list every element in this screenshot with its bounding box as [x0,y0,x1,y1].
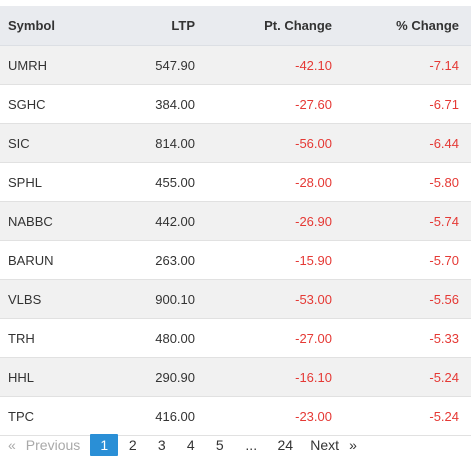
symbol-cell[interactable]: HHL [0,357,98,397]
ltp-cell: 263.00 [98,240,195,280]
ltp-cell: 384.00 [98,84,195,124]
ltp-cell: 480.00 [98,318,195,358]
pct-change-cell: -5.24 [332,396,471,436]
losers-table: Symbol LTP Pt. Change % Change UMRH 547.… [0,6,471,436]
table-row: TPC 416.00 -23.00 -5.24 [0,396,471,436]
column-header-pct-change[interactable]: % Change [332,6,471,46]
ltp-cell: 442.00 [98,201,195,241]
table-row: SGHC 384.00 -27.60 -6.71 [0,84,471,124]
page-button-3[interactable]: 3 [157,437,166,453]
table-row: SIC 814.00 -56.00 -6.44 [0,123,471,163]
pct-change-cell: -6.71 [332,84,471,124]
pt-change-cell: -27.60 [195,84,332,124]
symbol-cell[interactable]: SPHL [0,162,98,202]
pt-change-cell: -27.00 [195,318,332,358]
table-row: UMRH 547.90 -42.10 -7.14 [0,45,471,85]
pt-change-cell: -16.10 [195,357,332,397]
table-row: SPHL 455.00 -28.00 -5.80 [0,162,471,202]
pt-change-cell: -23.00 [195,396,332,436]
pt-change-cell: -56.00 [195,123,332,163]
table-row: NABBC 442.00 -26.90 -5.74 [0,201,471,241]
previous-arrow-icon: « [8,437,16,453]
ltp-cell: 290.90 [98,357,195,397]
table-row: HHL 290.90 -16.10 -5.24 [0,357,471,397]
pct-change-cell: -5.33 [332,318,471,358]
pagination-ellipsis: ... [245,437,258,453]
next-button[interactable]: Next [310,437,340,453]
pct-change-cell: -5.56 [332,279,471,319]
pt-change-cell: -26.90 [195,201,332,241]
pct-change-cell: -5.70 [332,240,471,280]
symbol-cell[interactable]: NABBC [0,201,98,241]
ltp-cell: 900.10 [98,279,195,319]
pt-change-cell: -53.00 [195,279,332,319]
pt-change-cell: -15.90 [195,240,332,280]
previous-button: Previous [25,437,81,453]
next-arrow-icon[interactable]: » [349,437,357,453]
pct-change-cell: -6.44 [332,123,471,163]
pct-change-cell: -5.80 [332,162,471,202]
pagination: « Previous 1 2 3 4 5 ... 24 Next » [0,433,357,457]
column-header-symbol[interactable]: Symbol [0,6,98,46]
pt-change-cell: -42.10 [195,45,332,85]
pt-change-cell: -28.00 [195,162,332,202]
table-row: BARUN 263.00 -15.90 -5.70 [0,240,471,280]
symbol-cell[interactable]: VLBS [0,279,98,319]
column-header-ltp[interactable]: LTP [98,6,195,46]
page-button-4[interactable]: 4 [186,437,195,453]
table-row: TRH 480.00 -27.00 -5.33 [0,318,471,358]
ltp-cell: 416.00 [98,396,195,436]
ltp-cell: 547.90 [98,45,195,85]
column-header-pt-change[interactable]: Pt. Change [195,6,332,46]
symbol-cell[interactable]: TPC [0,396,98,436]
page-button-5[interactable]: 5 [215,437,224,453]
symbol-cell[interactable]: SIC [0,123,98,163]
page-button-2[interactable]: 2 [128,437,137,453]
page-button-1[interactable]: 1 [90,434,119,456]
ltp-cell: 455.00 [98,162,195,202]
table-header-row: Symbol LTP Pt. Change % Change [0,6,471,46]
pct-change-cell: -5.24 [332,357,471,397]
symbol-cell[interactable]: SGHC [0,84,98,124]
ltp-cell: 814.00 [98,123,195,163]
pct-change-cell: -7.14 [332,45,471,85]
table-row: VLBS 900.10 -53.00 -5.56 [0,279,471,319]
pct-change-cell: -5.74 [332,201,471,241]
page-button-last[interactable]: 24 [277,437,294,453]
symbol-cell[interactable]: TRH [0,318,98,358]
symbol-cell[interactable]: BARUN [0,240,98,280]
symbol-cell[interactable]: UMRH [0,45,98,85]
